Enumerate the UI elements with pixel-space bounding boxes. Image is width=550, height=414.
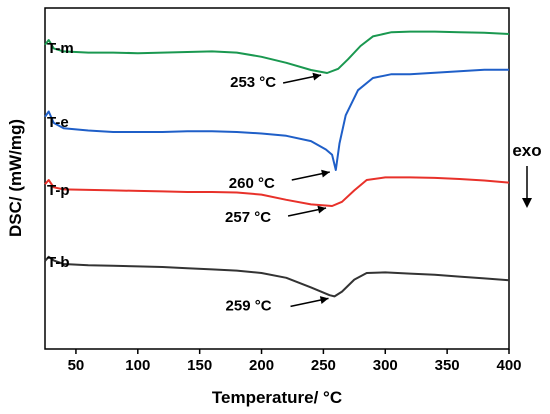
peak-arrow-head xyxy=(312,72,322,81)
series-label: T-b xyxy=(47,254,70,271)
x-tick-label: 300 xyxy=(373,357,398,374)
y-axis-title: DSC/ (mW/mg) xyxy=(6,119,25,237)
x-tick-label: 150 xyxy=(187,357,212,374)
peak-label: 260 °C xyxy=(229,175,275,192)
peak-label: 253 °C xyxy=(230,74,276,91)
series-line-t-e xyxy=(44,68,509,171)
exo-arrow-head xyxy=(522,198,532,208)
series-label: T-e xyxy=(47,114,69,131)
peak-arrow-head xyxy=(317,205,327,214)
ticks-layer: 50 100 150 200 250 300 350 400 xyxy=(68,349,522,374)
series-label: T-m xyxy=(47,40,74,57)
x-tick-label: 350 xyxy=(435,357,460,374)
peak-label: 257 °C xyxy=(225,209,271,226)
x-axis-title: Temperature/ °C xyxy=(212,388,342,407)
x-tick-label: 250 xyxy=(311,357,336,374)
exo-label: exo xyxy=(512,141,541,160)
x-tick-label: 50 xyxy=(68,357,85,374)
series-layer xyxy=(44,30,510,298)
annotation-layer: T-m 253 °C T-e 260 °C T-p 257 °C T-b 259 °C xyxy=(47,40,330,314)
series-line-t-m xyxy=(44,30,510,74)
peak-label: 259 °C xyxy=(226,297,272,314)
x-tick-label: 400 xyxy=(496,357,521,374)
series-line-t-p xyxy=(44,176,510,207)
series-label: T-p xyxy=(47,182,70,199)
x-tick-label: 100 xyxy=(125,357,150,374)
x-tick-label: 200 xyxy=(249,357,274,374)
peak-arrow-head xyxy=(319,296,329,304)
series-line-t-b xyxy=(44,255,510,298)
plot-frame xyxy=(44,7,510,350)
peak-arrow-head xyxy=(321,169,330,178)
exo-indicator: exo xyxy=(512,141,542,208)
